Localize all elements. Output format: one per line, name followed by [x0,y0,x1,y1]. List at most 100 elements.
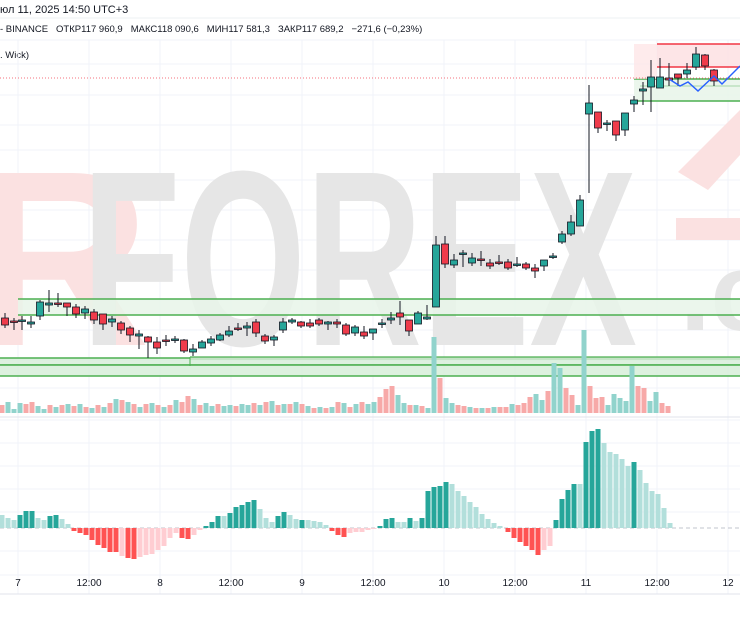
candle[interactable] [477,251,485,266]
candle[interactable] [1,313,9,328]
candle[interactable] [288,318,296,324]
candle[interactable] [216,333,224,341]
histogram-bar [149,528,155,554]
candle[interactable] [459,250,467,267]
candle[interactable] [144,336,152,358]
candle[interactable] [171,336,179,343]
upper-resistance-zone[interactable] [18,299,740,315]
candle[interactable] [360,326,368,339]
candle[interactable] [126,326,134,342]
candle[interactable] [63,302,71,316]
candle[interactable] [522,262,530,270]
candle[interactable] [153,337,161,354]
candle[interactable] [540,259,548,271]
candle-body [1,317,9,326]
candle[interactable] [450,254,458,268]
candle[interactable] [324,321,332,330]
candle[interactable] [207,336,215,346]
candle[interactable] [27,316,35,328]
candle[interactable] [10,318,18,330]
candle[interactable] [234,323,242,331]
candle[interactable] [576,195,584,227]
lower-support-zone-1[interactable] [0,358,740,365]
candle[interactable] [36,300,44,320]
lower-support-zone-2[interactable] [0,365,740,376]
candle[interactable] [342,323,350,336]
candle[interactable] [405,319,413,336]
candle[interactable] [108,316,116,327]
candle[interactable] [513,257,521,267]
candle[interactable] [656,58,664,89]
volume-bar [167,405,173,413]
candle[interactable] [621,112,629,136]
candle[interactable] [423,305,431,320]
candle[interactable] [297,321,305,328]
histogram-bar [547,528,553,546]
candle[interactable] [189,344,197,356]
candle[interactable] [495,255,503,265]
candle[interactable] [90,309,98,324]
candle[interactable] [692,47,700,70]
candle[interactable] [486,259,494,269]
candle[interactable] [378,319,386,328]
candle[interactable] [504,259,512,270]
candle[interactable] [701,54,709,70]
candle[interactable] [333,319,341,328]
candle-body [647,76,655,88]
histogram-bar [407,518,413,528]
candle[interactable] [594,111,602,133]
candle[interactable] [414,311,422,325]
candle[interactable] [396,301,404,325]
histogram-bar [365,528,371,530]
histogram-bar [455,491,461,528]
candle[interactable] [18,316,26,330]
candle[interactable] [567,215,575,236]
candle[interactable] [162,335,170,346]
candle[interactable] [225,326,233,337]
time-axis[interactable]: 7 12:00 8 12:00 9 12:00 10 12:00 11 12:00 12 [15,578,734,589]
candle[interactable] [647,60,655,112]
candle[interactable] [630,96,638,112]
candle[interactable] [45,290,53,312]
candle-body [396,312,404,318]
candle-body [72,306,80,315]
candle[interactable] [180,339,188,353]
candle[interactable] [252,319,260,337]
candle[interactable] [315,318,323,326]
candle[interactable] [558,231,566,244]
candle[interactable] [81,306,89,319]
candle[interactable] [468,253,476,266]
candle[interactable] [54,293,62,307]
candle[interactable] [279,318,287,333]
candle[interactable] [369,328,377,340]
candle[interactable] [270,335,278,346]
volume-bar [71,406,77,413]
histogram-bar [53,515,59,528]
candle[interactable] [117,321,125,334]
candle[interactable] [603,120,611,131]
histogram-bar [383,519,389,528]
candle[interactable] [72,304,80,318]
candle[interactable] [351,325,359,336]
candle[interactable] [198,340,206,349]
candle[interactable] [432,236,440,308]
candle[interactable] [243,322,251,336]
candle[interactable] [261,334,269,344]
candle[interactable] [387,312,395,324]
candle-body [216,334,224,341]
time-axis-label: 12:00 [218,578,243,589]
candle[interactable] [683,63,691,78]
histogram-bar [535,528,541,555]
candle[interactable] [612,120,620,141]
candle[interactable] [639,82,647,105]
low-number: 117 581,3 [228,24,270,35]
candle[interactable] [99,313,107,330]
candle[interactable] [135,330,143,349]
candle[interactable] [549,253,557,259]
histogram-bar [649,491,655,528]
candle[interactable] [531,264,539,278]
candle[interactable] [441,236,449,268]
candle[interactable] [585,85,593,193]
candle[interactable] [306,319,314,328]
